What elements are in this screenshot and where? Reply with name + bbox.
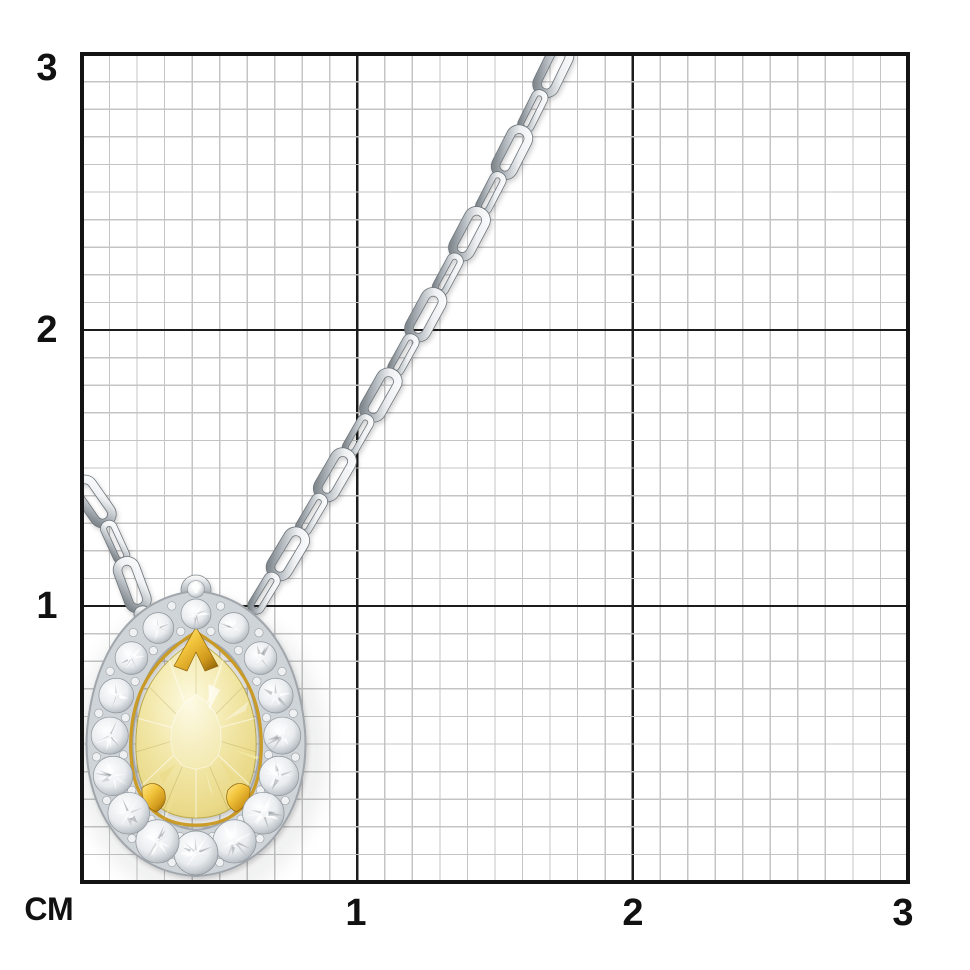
x-axis-label-3: 3 [892,892,913,934]
grid-border [80,52,910,884]
pendant [82,574,328,884]
y-axis-label-3: 3 [36,47,57,89]
x-axis-label-2: 2 [622,892,643,934]
y-axis-label-1: 1 [36,585,57,627]
y-axis-label-2: 2 [36,309,57,351]
x-axis-label-1: 1 [345,892,366,934]
unit-label-cm: СМ [24,891,73,927]
necklace-photo [82,52,575,884]
chain [82,52,575,652]
ruler-labels: 3 2 1 1 2 3 СМ [24,47,913,934]
cm-grid [82,54,908,882]
